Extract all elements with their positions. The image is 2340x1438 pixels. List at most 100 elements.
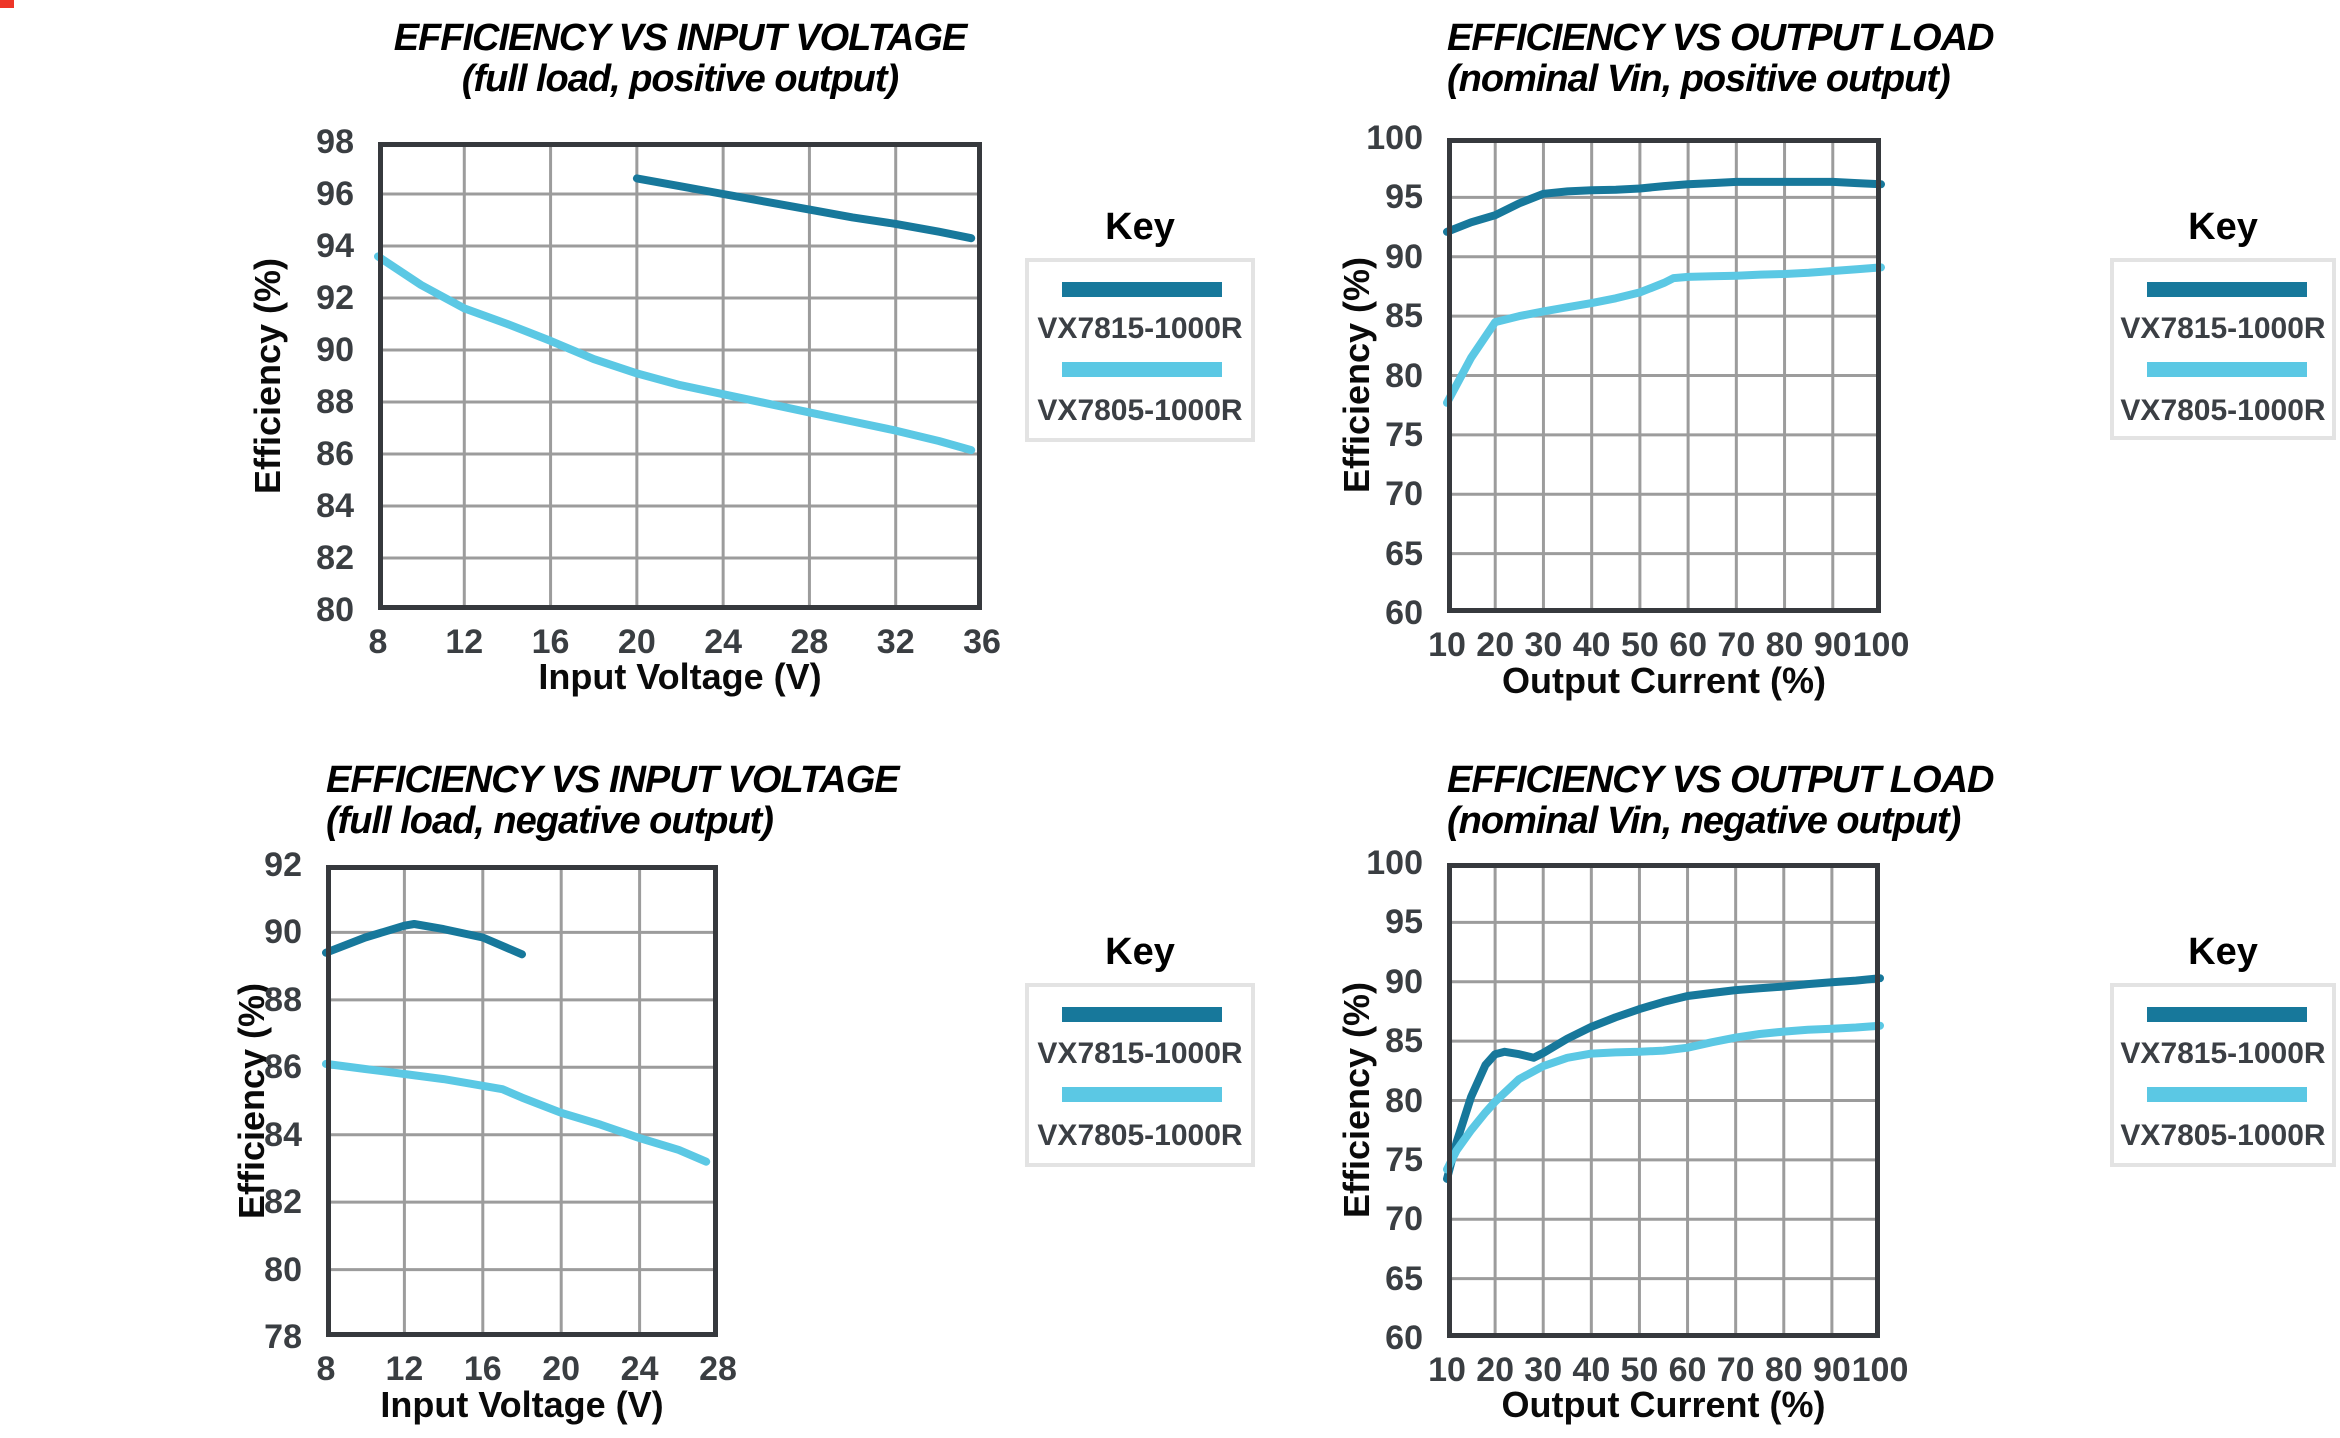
legend-swatch-vx7805	[1062, 1087, 1222, 1102]
series-line-vx7815-1000r	[1443, 177, 1885, 236]
y-tick-label: 100	[1366, 119, 1423, 157]
x-tick-label: 8	[368, 623, 388, 661]
series-line-vx7815-1000r	[632, 174, 976, 243]
chart-title-line2: (nominal Vin, negative output)	[1447, 800, 1961, 842]
legend-swatch-vx7815	[2147, 1007, 2307, 1022]
x-tick-label: 70	[1716, 1351, 1755, 1389]
y-tick-label: 86	[316, 435, 354, 473]
x-tick-label: 24	[620, 1350, 659, 1388]
x-tick-label: 80	[1764, 1351, 1803, 1389]
series-line-vx7805-1000r	[1443, 263, 1885, 407]
x-tick-label: 80	[1765, 626, 1804, 664]
chart-title-line1: EFFICIENCY VS INPUT VOLTAGE	[326, 759, 900, 801]
legend-box: VX7815-1000R VX7805-1000R	[1025, 983, 1255, 1167]
y-tick-label: 86	[264, 1048, 302, 1087]
chart-title-line1: EFFICIENCY VS INPUT VOLTAGE	[393, 17, 968, 59]
plot-area-top-right	[1443, 138, 1885, 613]
y-tick-label: 96	[316, 175, 354, 213]
x-tick-label: 16	[531, 623, 570, 661]
x-tick-label: 100	[1851, 1351, 1909, 1389]
x-tick-label: 16	[463, 1350, 502, 1388]
y-tick-label: 80	[316, 591, 354, 629]
legend-label-vx7805: VX7805-1000R	[2120, 394, 2326, 427]
x-tick-label: 50	[1620, 1351, 1659, 1389]
y-tick-label: 85	[1385, 297, 1423, 336]
x-axis-title: Output Current (%)	[1501, 1384, 1826, 1425]
y-tick-label: 80	[1385, 1081, 1423, 1120]
y-tick-label: 95	[1385, 903, 1423, 942]
chart-title-line2: (full load, negative output)	[326, 800, 774, 842]
y-tick-label: 78	[264, 1318, 302, 1356]
plot-area-bottom-left	[322, 865, 718, 1337]
chart-title-top-right: EFFICIENCY VS OUTPUT LOAD (nominal Vin, …	[1447, 17, 1994, 100]
legend-title: Key	[1105, 206, 1175, 248]
y-tick-label: 82	[264, 1183, 302, 1222]
plot-area-bottom-right	[1443, 863, 1884, 1338]
x-tick-label: 28	[699, 1350, 737, 1388]
corner-red-mark	[0, 0, 14, 8]
x-axis-title: Input Voltage (V)	[538, 656, 822, 697]
x-tick-label: 40	[1572, 1351, 1611, 1389]
legend-box: VX7815-1000R VX7805-1000R	[1025, 258, 1255, 442]
x-tick-label: 24	[704, 623, 743, 661]
plot-border	[1447, 138, 1881, 613]
chart-title-bottom-right: EFFICIENCY VS OUTPUT LOAD (nominal Vin, …	[1447, 760, 1994, 842]
legend-title: Key	[2188, 931, 2258, 973]
y-tick-label: 65	[1385, 1259, 1423, 1298]
y-tick-label: 60	[1385, 594, 1423, 632]
series-line-vx7805-1000r	[374, 252, 976, 455]
y-tick-label: 100	[1366, 844, 1423, 882]
legend-label-vx7815: VX7815-1000R	[1037, 312, 1243, 345]
series-line-vx7805-1000r	[322, 1059, 711, 1166]
x-tick-label: 70	[1717, 626, 1756, 664]
x-tick-label: 40	[1572, 626, 1611, 664]
y-tick-label: 75	[1385, 415, 1423, 454]
y-tick-label: 92	[316, 279, 354, 317]
chart-title-line2: (nominal Vin, positive output)	[1447, 58, 1951, 100]
x-tick-label: 30	[1524, 626, 1563, 664]
legend-box: VX7815-1000R VX7805-1000R	[2110, 983, 2336, 1167]
x-tick-label: 20	[1476, 1351, 1515, 1389]
y-tick-label: 90	[1385, 962, 1423, 1001]
x-tick-label: 10	[1428, 1351, 1466, 1389]
y-tick-label: 84	[316, 487, 354, 525]
y-tick-label: 70	[1385, 475, 1423, 514]
legend-label-vx7805: VX7805-1000R	[1037, 1119, 1243, 1152]
plot-area-top-left	[374, 142, 982, 610]
x-tick-label: 20	[542, 1350, 581, 1388]
legend-box: VX7815-1000R VX7805-1000R	[2110, 258, 2336, 440]
legend-swatch-vx7815	[1062, 282, 1222, 297]
legend-label-vx7815: VX7815-1000R	[2120, 1037, 2326, 1070]
y-tick-label: 84	[264, 1115, 302, 1154]
plot-border	[378, 142, 982, 610]
x-tick-label: 10	[1428, 626, 1466, 664]
y-tick-label: 82	[316, 539, 354, 577]
y-tick-label: 94	[316, 227, 354, 265]
x-tick-label: 60	[1669, 626, 1708, 664]
x-axis-title: Output Current (%)	[1502, 660, 1826, 701]
y-tick-label: 65	[1385, 534, 1423, 573]
chart-title-top-left: EFFICIENCY VS INPUT VOLTAGE (full load, …	[378, 18, 982, 100]
x-tick-label: 90	[1812, 1351, 1851, 1389]
y-tick-label: 95	[1385, 178, 1423, 217]
y-tick-label: 70	[1385, 1200, 1423, 1239]
y-tick-label: 60	[1385, 1319, 1423, 1357]
legend-swatch-vx7805	[2147, 1087, 2307, 1102]
y-tick-label: 90	[1385, 237, 1423, 276]
legend-label-vx7815: VX7815-1000R	[2120, 312, 2326, 345]
legend-swatch-vx7815	[2147, 282, 2307, 297]
y-tick-label: 75	[1385, 1140, 1423, 1179]
chart-title-line2: (full load, positive output)	[461, 58, 899, 100]
y-tick-label: 80	[1385, 356, 1423, 395]
legend-swatch-vx7815	[1062, 1007, 1222, 1022]
chart-title-line1: EFFICIENCY VS OUTPUT LOAD	[1447, 17, 1994, 59]
y-tick-label: 92	[264, 846, 302, 884]
x-tick-label: 60	[1668, 1351, 1707, 1389]
y-tick-label: 98	[316, 123, 354, 161]
plot-border	[1447, 863, 1880, 1338]
legend-swatch-vx7805	[1062, 362, 1222, 377]
chart-title-bottom-left: EFFICIENCY VS INPUT VOLTAGE (full load, …	[326, 759, 900, 842]
legend-label-vx7805: VX7805-1000R	[2120, 1119, 2326, 1152]
plot-border	[326, 865, 718, 1337]
legend-title: Key	[2188, 206, 2258, 248]
